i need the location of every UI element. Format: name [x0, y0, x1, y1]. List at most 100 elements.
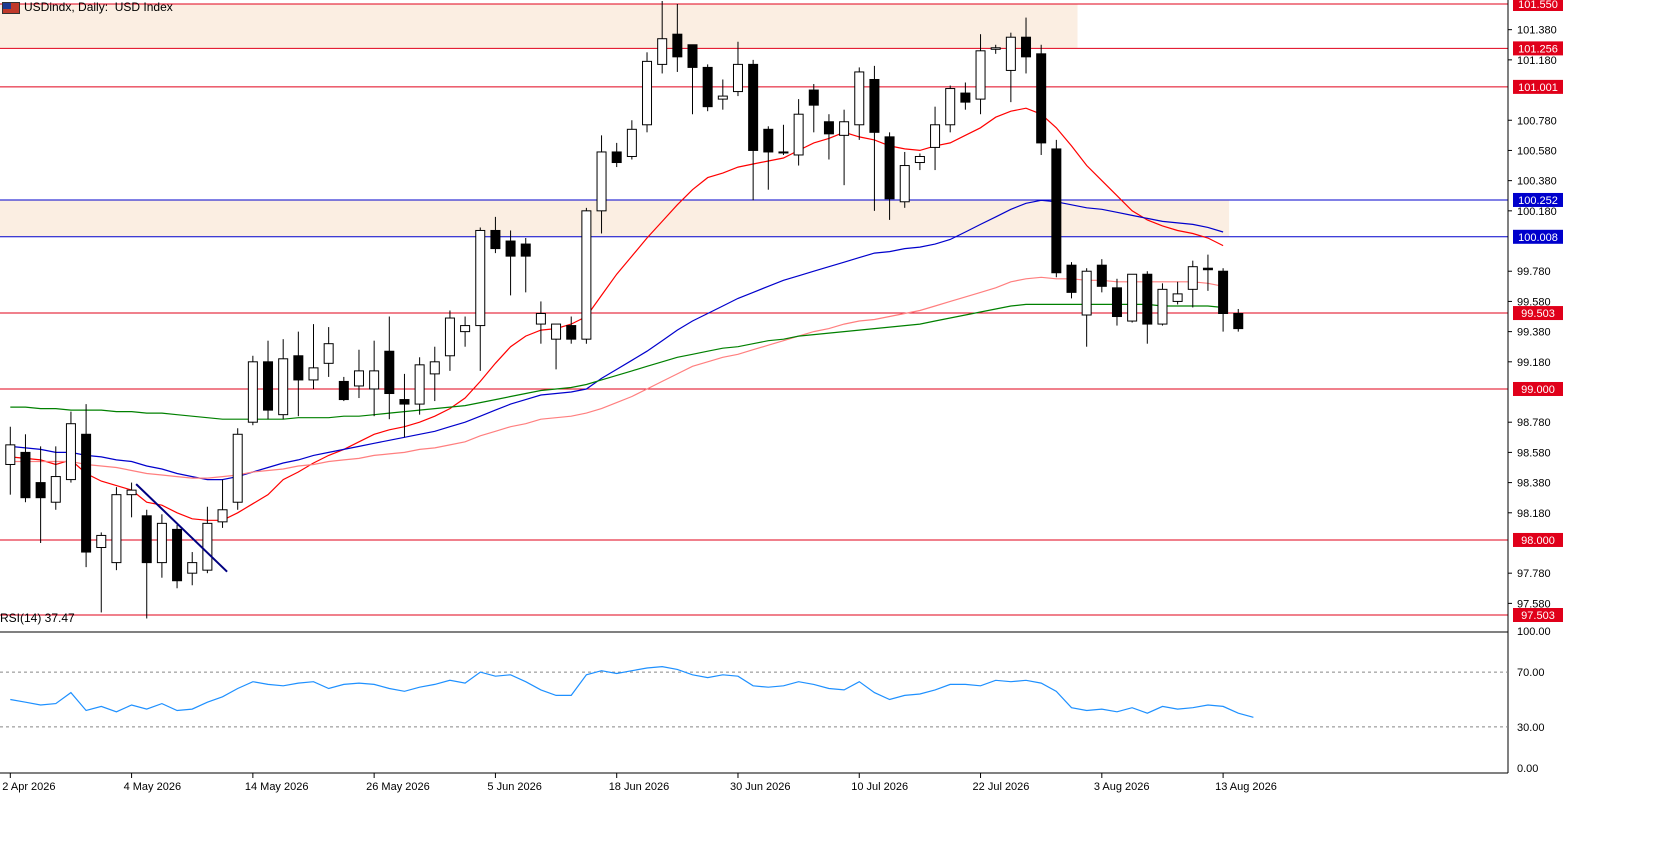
trendline[interactable]: [135, 483, 228, 573]
candle[interactable]: [596, 135, 607, 234]
candle[interactable]: [1066, 262, 1077, 299]
candle[interactable]: [232, 428, 243, 510]
candle[interactable]: [429, 346, 440, 402]
candle[interactable]: [960, 82, 971, 110]
candle[interactable]: [141, 509, 152, 619]
candle[interactable]: [384, 316, 395, 420]
candle[interactable]: [763, 126, 774, 190]
candle[interactable]: [369, 340, 380, 417]
bullish-candle-body: [899, 165, 910, 203]
candle[interactable]: [263, 340, 274, 420]
candle[interactable]: [323, 327, 334, 377]
candle[interactable]: [808, 84, 819, 133]
candle[interactable]: [1187, 260, 1198, 308]
candle[interactable]: [1233, 308, 1244, 332]
candle[interactable]: [899, 151, 910, 208]
candle[interactable]: [293, 331, 304, 417]
candle[interactable]: [81, 404, 92, 568]
symbol-description: USD Index: [114, 0, 173, 14]
bearish-candle-body: [520, 243, 531, 257]
bullish-candle-body: [156, 522, 167, 564]
bullish-candle-body: [1081, 270, 1092, 316]
candle[interactable]: [490, 216, 501, 254]
candle[interactable]: [611, 142, 622, 168]
candle[interactable]: [687, 44, 698, 115]
candle[interactable]: [566, 316, 577, 344]
candle[interactable]: [854, 67, 865, 140]
candle[interactable]: [172, 524, 183, 589]
candle[interactable]: [278, 339, 289, 420]
candle[interactable]: [1127, 273, 1138, 323]
time-tick-label: 22 Jul 2026: [973, 781, 1030, 793]
candle[interactable]: [990, 44, 1001, 54]
candle[interactable]: [1081, 268, 1092, 347]
candle[interactable]: [20, 434, 31, 503]
candle[interactable]: [793, 99, 804, 166]
candle[interactable]: [460, 316, 471, 347]
candle[interactable]: [884, 132, 895, 220]
candle[interactable]: [914, 153, 925, 171]
candle[interactable]: [732, 41, 743, 97]
candle[interactable]: [444, 310, 455, 371]
candle[interactable]: [5, 426, 16, 495]
candle[interactable]: [702, 64, 713, 112]
candle[interactable]: [945, 85, 956, 133]
bearish-candle-body: [1051, 148, 1062, 274]
candle[interactable]: [1142, 271, 1153, 344]
bullish-candle-body: [975, 50, 986, 100]
candle[interactable]: [1111, 278, 1122, 326]
candle[interactable]: [535, 301, 546, 344]
candle[interactable]: [202, 506, 213, 574]
candle[interactable]: [308, 324, 319, 389]
candle[interactable]: [187, 552, 198, 586]
candle[interactable]: [823, 114, 834, 160]
candle[interactable]: [50, 446, 61, 510]
candle[interactable]: [156, 514, 167, 578]
candle[interactable]: [414, 357, 425, 415]
candle[interactable]: [642, 52, 653, 133]
candle[interactable]: [581, 207, 592, 344]
candle[interactable]: [96, 532, 107, 613]
level-label-box: [1513, 532, 1563, 547]
candle[interactable]: [126, 482, 137, 518]
candle[interactable]: [1157, 283, 1168, 326]
candle[interactable]: [930, 106, 941, 171]
candle[interactable]: [520, 238, 531, 293]
candle[interactable]: [399, 373, 410, 438]
candle[interactable]: [217, 479, 228, 528]
candle[interactable]: [657, 0, 668, 74]
candle[interactable]: [869, 65, 880, 211]
candle[interactable]: [338, 376, 349, 402]
candle[interactable]: [111, 487, 122, 571]
candle[interactable]: [505, 230, 516, 296]
candle[interactable]: [353, 349, 364, 399]
candle[interactable]: [1202, 254, 1213, 291]
candle[interactable]: [1005, 32, 1016, 103]
level-label-box: [1513, 0, 1563, 11]
candle[interactable]: [839, 109, 850, 186]
candle[interactable]: [35, 446, 46, 543]
candle[interactable]: [1218, 268, 1229, 332]
candle[interactable]: [1051, 139, 1062, 278]
candle[interactable]: [975, 34, 986, 115]
candle[interactable]: [778, 124, 789, 155]
candle[interactable]: [247, 355, 258, 426]
level-label: 100.252: [1518, 195, 1558, 207]
bearish-candle-body: [338, 380, 349, 401]
candle[interactable]: [672, 4, 683, 72]
candle[interactable]: [748, 59, 759, 201]
candle[interactable]: [1096, 259, 1107, 293]
bullish-candle-body: [732, 63, 743, 93]
candle[interactable]: [717, 79, 728, 110]
candle[interactable]: [1021, 17, 1032, 74]
candle[interactable]: [551, 323, 562, 370]
candle[interactable]: [626, 120, 637, 160]
candle[interactable]: [1036, 44, 1047, 155]
price-tick-label: 100.780: [1517, 115, 1557, 127]
bullish-candle-body: [353, 370, 364, 387]
bearish-candle-body: [960, 92, 971, 103]
candle[interactable]: [1172, 281, 1183, 305]
candle[interactable]: [65, 411, 76, 483]
candle[interactable]: [475, 227, 486, 371]
